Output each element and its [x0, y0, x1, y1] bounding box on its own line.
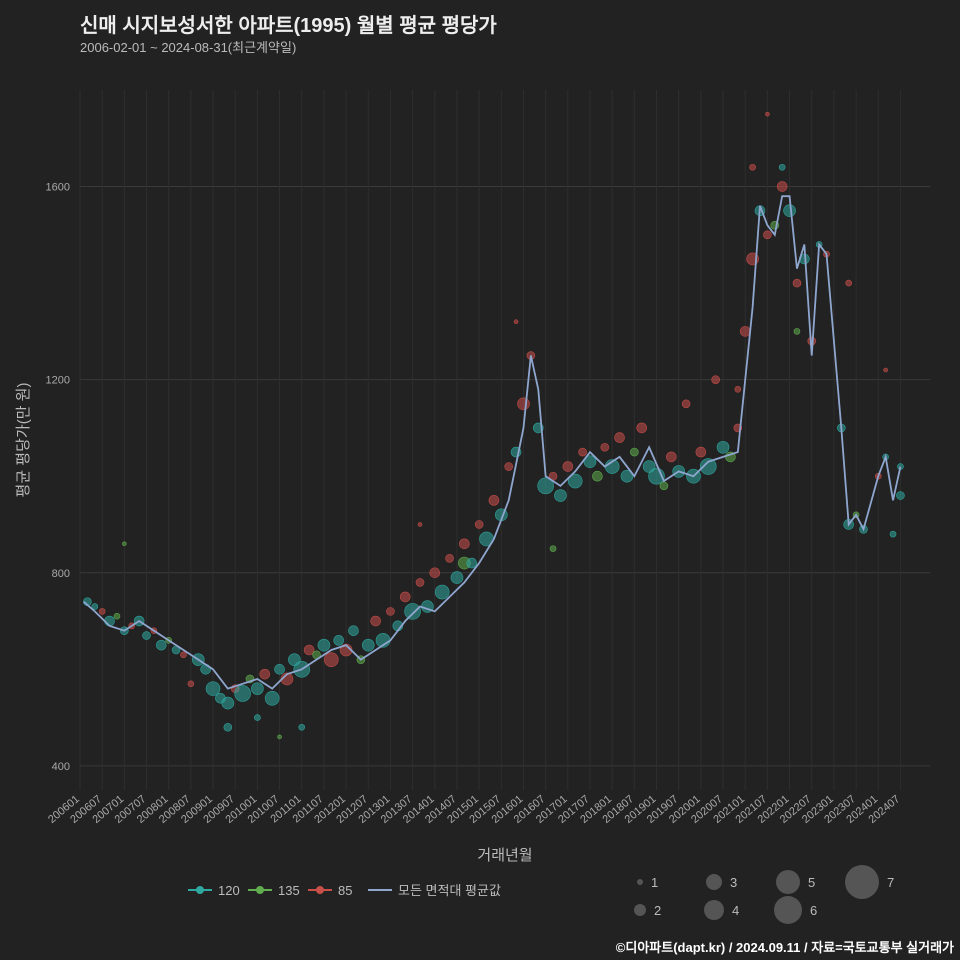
data-point	[224, 723, 232, 731]
data-point	[489, 495, 499, 505]
data-point	[890, 531, 896, 537]
y-tick-label: 800	[52, 568, 70, 580]
data-point	[794, 328, 800, 334]
data-point	[451, 572, 463, 584]
legend-size-marker	[774, 896, 802, 924]
data-point	[430, 568, 440, 578]
data-point	[324, 653, 338, 667]
credit-text: ©디아파트(dapt.kr) / 2024.09.11 / 자료=국토교통부 실…	[616, 937, 954, 956]
data-point	[630, 448, 638, 456]
data-point	[554, 490, 566, 502]
legend-size-marker	[704, 900, 724, 920]
data-point	[371, 616, 381, 626]
legend-size-marker	[637, 879, 643, 885]
data-point	[467, 558, 477, 568]
data-point	[717, 441, 729, 453]
legend-size-label: 1	[651, 875, 658, 890]
y-axis-label: 평균 평당가(만 원)	[15, 383, 32, 498]
data-point	[446, 554, 454, 562]
data-point	[884, 368, 888, 372]
legend-size-label: 7	[887, 875, 894, 890]
chart-svg: 신매 시지보성서한 아파트(1995) 월별 평균 평당가 2006-02-01 …	[0, 0, 960, 960]
legend-size-marker	[634, 904, 646, 916]
chart-title: 신매 시지보성서한 아파트(1995) 월별 평균 평당가	[80, 14, 497, 37]
data-point	[592, 471, 602, 481]
data-point	[550, 546, 556, 552]
y-tick-label: 400	[52, 761, 70, 773]
data-point	[254, 715, 260, 721]
data-point	[251, 683, 263, 695]
data-point	[418, 522, 422, 526]
data-point	[143, 632, 151, 640]
legend-size-label: 2	[654, 903, 661, 918]
data-point	[459, 539, 469, 549]
data-point	[435, 585, 449, 599]
legend-size-label: 4	[732, 903, 739, 918]
data-point	[362, 639, 374, 651]
data-point	[99, 608, 105, 614]
data-point	[660, 482, 668, 490]
legend-size-marker	[845, 865, 879, 899]
legend-size-marker	[776, 870, 800, 894]
data-point	[779, 164, 785, 170]
data-point	[763, 231, 771, 239]
data-point	[334, 635, 344, 645]
data-point	[637, 423, 647, 433]
data-point	[475, 520, 483, 528]
data-point	[579, 448, 587, 456]
data-point	[514, 320, 518, 324]
data-point	[696, 447, 706, 457]
data-point	[784, 205, 796, 217]
data-point	[114, 613, 120, 619]
data-point	[615, 433, 625, 443]
y-tick-label: 1600	[46, 182, 70, 194]
data-point	[348, 626, 358, 636]
data-point	[793, 279, 801, 287]
data-point	[275, 664, 285, 674]
data-point	[601, 443, 609, 451]
data-point	[206, 682, 220, 696]
data-point	[517, 398, 529, 410]
data-point	[180, 652, 186, 658]
data-point	[777, 182, 787, 192]
y-tick-label: 1200	[46, 375, 70, 387]
legend-size-marker	[706, 874, 722, 890]
x-axis-label: 거래년월	[477, 847, 532, 864]
data-point	[765, 112, 769, 116]
data-point	[735, 386, 741, 392]
data-point	[505, 463, 513, 471]
data-point	[156, 640, 166, 650]
data-point	[712, 376, 720, 384]
chart-subtitle: 2006-02-01 ~ 2024-08-31(최근계약일)	[80, 40, 296, 55]
legend-size-label: 3	[730, 875, 737, 890]
data-point	[563, 462, 573, 472]
price-chart: 신매 시지보성서한 아파트(1995) 월별 평균 평당가 2006-02-01 …	[0, 0, 960, 960]
data-point	[405, 603, 421, 619]
data-point	[682, 400, 690, 408]
data-point	[846, 280, 852, 286]
data-point	[260, 669, 270, 679]
data-point	[188, 681, 194, 687]
legend-series-label: 85	[338, 883, 352, 898]
legend-series-label: 135	[278, 883, 300, 898]
data-point	[400, 592, 410, 602]
data-point	[386, 607, 394, 615]
data-point	[750, 164, 756, 170]
data-point	[299, 724, 305, 730]
legend-series-label: 모든 면적대 평균값	[398, 883, 501, 898]
data-point	[235, 685, 251, 701]
data-point	[105, 616, 115, 626]
data-point	[740, 326, 750, 336]
data-point	[222, 697, 234, 709]
data-point	[416, 578, 424, 586]
legend-series-label: 120	[218, 883, 240, 898]
data-point	[265, 691, 279, 705]
data-point	[122, 542, 126, 546]
data-point	[278, 735, 282, 739]
data-point	[318, 639, 330, 651]
data-point	[896, 492, 904, 500]
data-point	[666, 452, 676, 462]
legend-size-label: 5	[808, 875, 815, 890]
legend-size-label: 6	[810, 903, 817, 918]
